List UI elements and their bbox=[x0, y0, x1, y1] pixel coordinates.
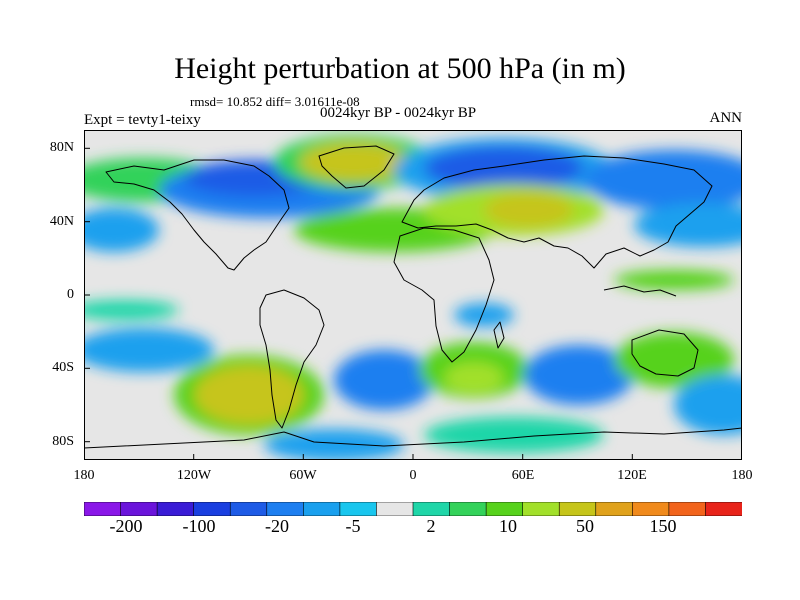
lon-label-180e: 180 bbox=[731, 468, 753, 483]
lat-label-80s: 80S bbox=[52, 434, 74, 449]
colorbar-box bbox=[376, 502, 414, 516]
colorbar-box bbox=[412, 502, 451, 516]
colorbar-box bbox=[522, 502, 561, 516]
field-nh-neg-siberia bbox=[584, 150, 742, 210]
colorbar-box bbox=[193, 502, 232, 516]
lat-label-eq: 0 bbox=[67, 287, 74, 302]
colorbar-label: -20 bbox=[265, 516, 289, 536]
colorbar-label: 150 bbox=[649, 516, 677, 536]
lat-label-40n: 40N bbox=[49, 214, 74, 229]
map-ticks bbox=[84, 147, 633, 460]
colorbar-box bbox=[339, 502, 378, 516]
field-sh-pos-africa-core bbox=[444, 362, 504, 394]
colorbar-label: 50 bbox=[576, 516, 594, 536]
field-sh-neg-southpacific bbox=[84, 328, 214, 372]
field-nh-pos-greenland-core bbox=[299, 142, 409, 182]
field-sh-pos-australia bbox=[614, 332, 734, 388]
colorbar-box bbox=[120, 502, 158, 516]
coast-antarctica bbox=[84, 427, 742, 449]
colorbar-box bbox=[449, 502, 487, 516]
field-sh-pos-southpacific-core bbox=[194, 365, 304, 425]
field-sh-neg-antarctic bbox=[264, 429, 404, 460]
coast-africa bbox=[393, 227, 495, 363]
colorbar-label: -200 bbox=[109, 516, 143, 536]
coast-madagascar bbox=[493, 321, 505, 349]
field-nh-neg-europe-core bbox=[424, 146, 584, 190]
season-label: ANN bbox=[709, 110, 743, 126]
colorbar-box bbox=[485, 502, 524, 516]
colorbar-box bbox=[156, 502, 195, 516]
colorbar-label: 2 bbox=[426, 516, 436, 536]
lon-label-60w: 60W bbox=[289, 468, 317, 483]
coast-south-america bbox=[259, 289, 325, 429]
field-nh-neg-pacific bbox=[634, 203, 742, 247]
field-sh-neg-pacific-east bbox=[674, 375, 742, 435]
colorbar-label: -100 bbox=[182, 516, 216, 536]
experiment-label: Expt = tevty1-teixy bbox=[84, 112, 201, 128]
field-trop-pos-pacific bbox=[84, 300, 179, 320]
field-sh-pos-antarctic bbox=[424, 417, 604, 453]
colorbar-box bbox=[705, 502, 742, 516]
colorbar-box bbox=[229, 502, 268, 516]
colorbar-box bbox=[595, 502, 634, 516]
field-nh-neg-westpacific bbox=[84, 208, 159, 252]
colorbar-box bbox=[632, 502, 670, 516]
field-trop-pos-east bbox=[614, 270, 734, 290]
colorbar-box bbox=[558, 502, 597, 516]
map-title: Height perturbation at 500 hPa (in m) bbox=[174, 52, 626, 85]
lon-label-120w: 120W bbox=[176, 468, 212, 483]
height-perturbation-map bbox=[84, 130, 742, 460]
coast-north-america bbox=[105, 159, 290, 271]
field-sh-neg-atlantic bbox=[334, 350, 434, 410]
colorbar-box bbox=[84, 502, 122, 516]
coast-australia bbox=[631, 329, 699, 377]
period-label: 0024kyr BP - 0024kyr BP bbox=[320, 105, 477, 121]
field-trop-neg-africa bbox=[454, 303, 514, 327]
lon-label-0: 0 bbox=[409, 468, 417, 483]
field-nh-pos-asia-core bbox=[484, 192, 574, 228]
colorbar-label: 10 bbox=[499, 516, 517, 536]
lat-label-40s: 40S bbox=[52, 360, 74, 375]
colorbar-box bbox=[303, 502, 341, 516]
coast-indonesia bbox=[603, 285, 677, 297]
lon-label-60e: 60E bbox=[511, 468, 535, 483]
field-sh-neg-indian bbox=[524, 345, 634, 405]
colorbar-box bbox=[266, 502, 305, 516]
coast-eurasia bbox=[401, 155, 713, 269]
lon-label-120e: 120E bbox=[617, 468, 647, 483]
colorbar-label: -5 bbox=[345, 516, 361, 536]
lon-label-180w: 180 bbox=[73, 468, 95, 483]
colorbar bbox=[84, 502, 742, 516]
lat-label-80n: 80N bbox=[49, 140, 74, 155]
coast-greenland bbox=[318, 145, 395, 189]
stats-line: rmsd= 10.852 diff= 3.01611e-08 bbox=[190, 94, 360, 109]
colorbar-box bbox=[668, 502, 707, 516]
